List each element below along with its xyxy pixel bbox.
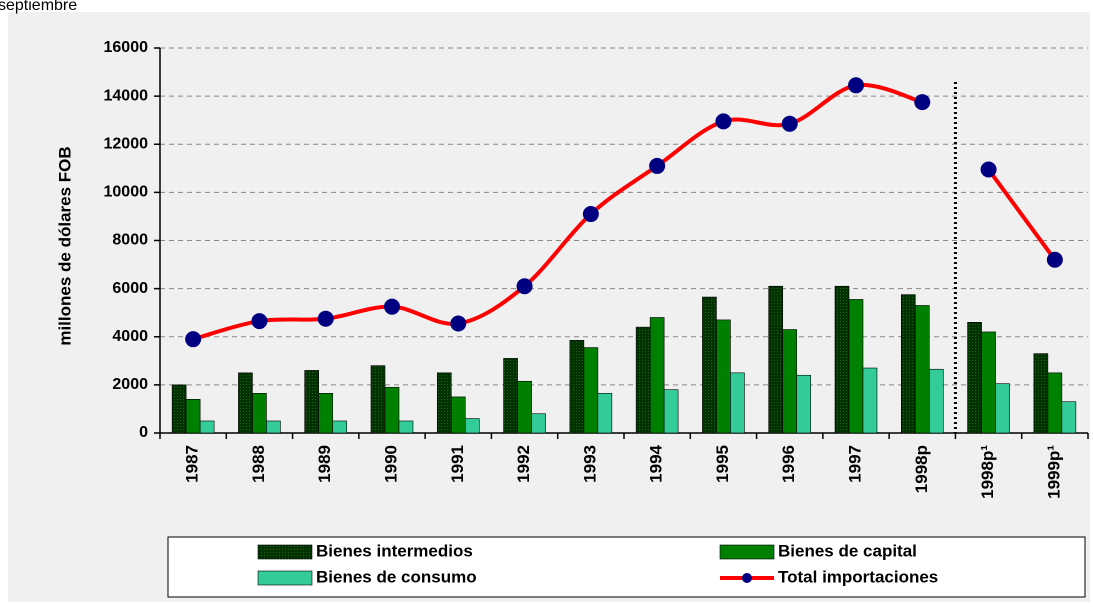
marker [848,77,864,94]
legend-label: Bienes de consumo [316,567,477,586]
marker [781,115,798,132]
bar [304,370,320,434]
legend-swatch [719,544,775,560]
bar [583,347,599,434]
bar [848,299,864,434]
y-tick-label: 8000 [112,232,148,249]
y-axis-label: millones de dólares FOB [55,146,74,345]
bar [185,399,201,434]
marker [1046,251,1063,268]
bar [862,367,878,434]
legend-swatch [257,544,313,560]
bar [517,380,532,434]
bar [635,326,651,434]
y-tick-label: 0 [139,424,148,441]
bar [384,386,400,434]
marker [715,113,732,130]
x-tick-label: 1994 [647,444,666,482]
bar [782,329,798,434]
legend-label: Total importaciones [778,567,938,586]
x-tick-label: 1993 [580,445,599,483]
legend-label: Bienes de capital [778,541,917,560]
bar [1047,372,1063,434]
marker [516,278,533,295]
bar [332,420,348,434]
bar [914,305,930,434]
bar [730,372,745,434]
bar [450,396,466,434]
x-tick-label: 1995 [713,445,732,483]
bar [597,392,613,434]
marker [649,157,666,174]
bar [171,384,187,434]
y-tick-label: 10000 [104,184,149,201]
bar [900,294,916,434]
bar [531,413,546,434]
bar [464,418,480,434]
bar [569,340,585,434]
bar [834,285,850,434]
bar [649,317,665,434]
bar [928,368,944,434]
x-tick-label: 1988 [249,445,268,483]
y-tick-label: 4000 [112,328,148,345]
bar [663,389,679,434]
legend-swatch [257,570,313,586]
bar [238,372,253,434]
x-tick-label: 1998p¹ [978,445,997,499]
x-tick-label: 1999p¹ [1044,445,1063,499]
legend-box [167,536,1086,598]
bar [252,392,267,434]
bar [398,420,414,434]
marker [251,313,268,330]
bar [967,322,982,434]
marker [914,94,931,111]
marker [450,315,467,332]
y-tick-label: 2000 [112,376,148,393]
x-tick-label: 1998p [912,445,931,493]
marker [317,310,334,327]
bar [796,374,812,434]
x-tick-label: 1992 [514,445,533,483]
bar [716,319,731,434]
legend-marker [742,573,752,583]
bar [768,285,784,434]
x-tick-label: 1989 [315,445,334,483]
bar [1061,401,1077,434]
marker [384,298,400,315]
x-tick-label: 1996 [779,445,798,483]
marker [582,206,599,223]
marker [185,331,202,348]
bar [318,392,334,434]
y-tick-label: 12000 [104,135,149,152]
bar [199,420,215,434]
bar [981,331,996,434]
bar [1033,353,1049,434]
x-tick-label: 1997 [845,445,864,483]
x-tick-label: 1990 [381,445,400,483]
bar [702,296,717,434]
y-tick-label: 16000 [104,39,149,56]
bar [503,358,518,434]
y-tick-label: 6000 [112,280,148,297]
bar [995,383,1010,434]
x-tick-label: 1987 [183,445,202,483]
header-fragment: septiembre [0,0,77,14]
legend-label: Bienes intermedios [316,541,473,560]
x-tick-label: 1991 [448,445,467,483]
y-tick-label: 14000 [104,87,149,104]
marker [980,161,997,178]
bar [370,365,386,434]
bar [266,420,281,434]
bar [436,372,452,434]
